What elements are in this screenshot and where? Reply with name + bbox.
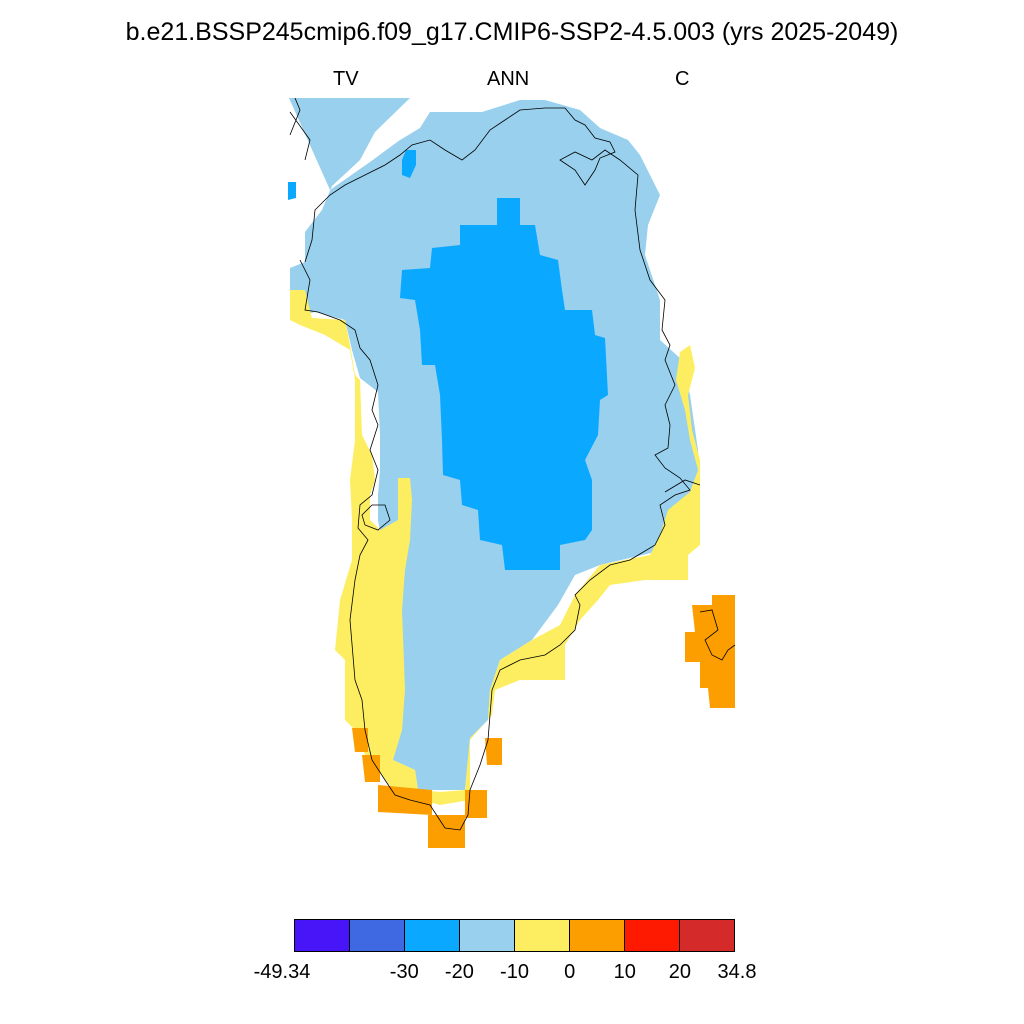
colorbar-tick-label: 0 <box>564 961 576 983</box>
colorbar-segment <box>404 919 460 952</box>
variable-label: TV <box>333 68 359 90</box>
colorbar-tick-label: 34.8 <box>717 961 757 983</box>
colorbar-tick-label: -49.34 <box>253 961 311 983</box>
colorbar-segment <box>679 919 735 952</box>
colorbar-tick-label: -30 <box>389 961 419 983</box>
colorbar-segment <box>514 919 570 952</box>
southern-tip-warm-region <box>465 790 487 818</box>
colorbar <box>294 919 735 952</box>
southern-tip-warm-region <box>485 738 502 765</box>
season-label: ANN <box>487 68 530 90</box>
southern-tip-warm-region <box>362 755 380 782</box>
interior-cold-region <box>400 198 608 570</box>
colorbar-segment <box>569 919 625 952</box>
coastline <box>289 97 736 831</box>
interior-cold-patch <box>288 182 296 200</box>
southern-tip-warm-region <box>378 785 432 815</box>
southern-tip-warm-region <box>352 728 368 752</box>
coastal-warm-region <box>290 290 700 805</box>
colorbar-tick-label: -20 <box>444 961 474 983</box>
plot-title: b.e21.BSSP245cmip6.f09_g17.CMIP6-SSP2-4.… <box>125 18 899 46</box>
interior-cold-patch <box>402 150 416 178</box>
colorbar-tick-label: 20 <box>668 961 691 983</box>
colorbar-segment <box>349 919 405 952</box>
colorbar-tick-label: -10 <box>500 961 529 983</box>
units-label: C <box>675 68 690 90</box>
colorbar-segment <box>459 919 515 952</box>
southern-tip-warm-region <box>428 815 465 848</box>
colorbar-segment <box>294 919 350 952</box>
colorbar-segment <box>624 919 680 952</box>
colorbar-tick-label: 10 <box>613 961 636 983</box>
